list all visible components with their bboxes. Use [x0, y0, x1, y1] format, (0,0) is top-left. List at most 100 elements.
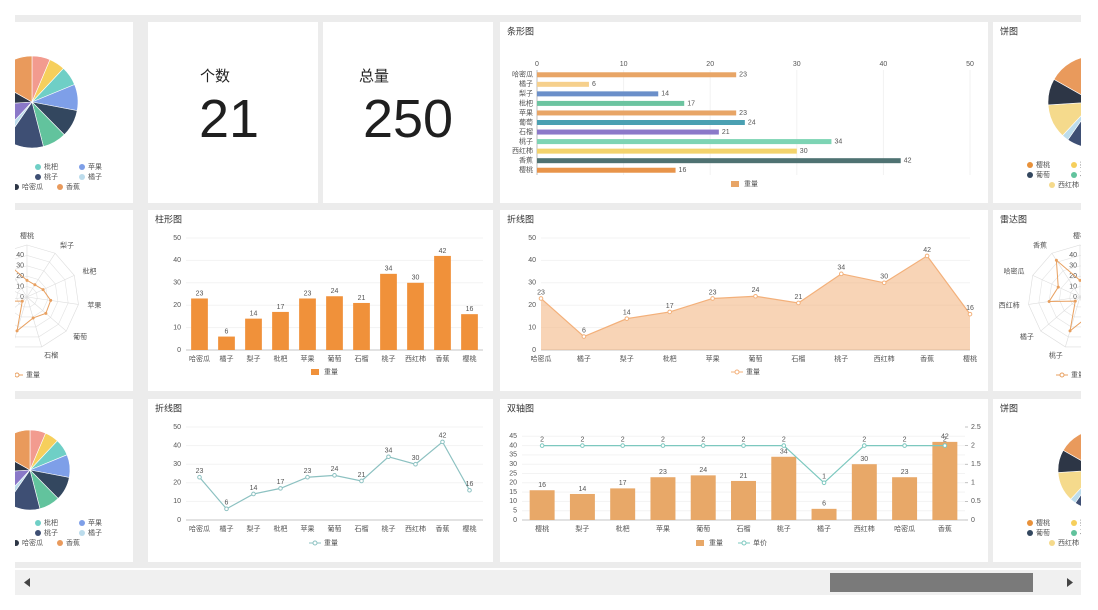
legend-swatch [57, 184, 63, 190]
radar-spoke [15, 277, 28, 298]
scroll-left[interactable] [24, 578, 30, 587]
legend-swatch [741, 540, 747, 546]
scroll-thumb[interactable] [830, 573, 1033, 592]
data-label: 23 [304, 290, 312, 297]
y-tick-label: 石榴 [519, 127, 533, 136]
data-label: 23 [304, 468, 312, 475]
data-label: 23 [739, 110, 747, 117]
point [386, 454, 391, 460]
radar-point [44, 311, 48, 315]
legend-label: 重量 [1071, 371, 1081, 379]
y-tick-label: 10 [173, 324, 181, 331]
data-label: 2 [661, 436, 665, 443]
data-label: 23 [739, 72, 747, 79]
legend-label: 西红柿 [1058, 538, 1079, 547]
data-label: 2 [782, 436, 786, 443]
y-tick-label: 50 [173, 424, 181, 431]
bar [811, 508, 837, 520]
legend-swatch [1071, 530, 1077, 536]
legend-label: 葡萄 [1036, 528, 1050, 537]
legend-swatch [1027, 520, 1033, 526]
point [467, 487, 472, 493]
legend-swatch [1027, 162, 1033, 168]
x-tick-label: 20 [706, 61, 714, 68]
x-tick-label: 西红柿 [854, 524, 875, 533]
radar-tick-label: 0 [1073, 294, 1077, 301]
radar-line [15, 269, 52, 333]
bar [353, 302, 370, 350]
x-tick-label: 50 [966, 61, 974, 68]
bar [650, 477, 676, 520]
bar [218, 336, 235, 350]
legend-swatch [1059, 372, 1065, 378]
x-tick-label: 梨子 [247, 524, 261, 533]
legend-swatch [15, 540, 19, 546]
radar-point [41, 288, 45, 292]
radar-axis-label: 苹果 [87, 301, 101, 310]
y-tick-label: 30 [509, 461, 517, 468]
pie-slice [15, 101, 33, 121]
kpi-value: 21 [198, 89, 260, 149]
y-tick-label: 0 [177, 517, 181, 524]
data-label: 42 [439, 248, 447, 255]
legend-label: 樱桃 [1036, 518, 1050, 527]
radar-line [1048, 259, 1081, 333]
point [305, 474, 310, 480]
radar-tick-label: 40 [16, 252, 24, 259]
radar-ring [1069, 286, 1081, 308]
legend-label: 石榴 [1080, 170, 1081, 179]
point [881, 280, 887, 286]
data-label: 30 [800, 148, 808, 155]
data-label: 14 [623, 309, 631, 316]
legend-swatch [731, 181, 739, 187]
y2-tick-label: 2 [971, 442, 975, 449]
legend-label: 重量 [709, 539, 723, 547]
data-label: 1 [822, 474, 826, 481]
scroll-right[interactable] [1067, 578, 1073, 587]
legend-swatch [35, 174, 41, 180]
x-tick-label: 樱桃 [463, 354, 477, 363]
data-label: 16 [466, 481, 474, 488]
x-tick-label: 枇杷 [616, 524, 630, 533]
y-tick-label: 樱桃 [519, 165, 533, 174]
panel: 折线图 0 10 20 30 40 50 哈密瓜 橘子 梨子 枇杷 苹果 葡萄 石榴 桃子 西红柿 香蕉 樱桃 23… [148, 399, 493, 562]
panel: 折线图 0 10 20 30 40 50 哈密瓜 橘子 梨子 枇杷 苹果 葡萄 石榴 桃子 西红柿 香蕉 樱桃 23… [500, 210, 988, 391]
bar [272, 311, 289, 350]
legend-label: 桃子 [44, 528, 58, 537]
point [796, 300, 801, 306]
point [700, 443, 706, 448]
y-tick-label: 50 [528, 235, 536, 242]
data-label: 23 [901, 469, 909, 476]
legend-swatch [79, 530, 85, 536]
y-tick-label: 10 [509, 498, 517, 505]
radar-axis-label: 橘子 [1020, 332, 1034, 341]
legend-label: 苹果 [88, 162, 102, 171]
data-label: 2 [621, 436, 625, 443]
data-label: 2 [742, 436, 746, 443]
point [862, 443, 867, 448]
x-tick-label: 西红柿 [405, 354, 426, 363]
y-tick-label: 5 [513, 508, 517, 515]
y-tick-label: 40 [173, 257, 181, 264]
x-tick-label: 桃子 [777, 524, 791, 533]
radar-spoke [26, 253, 56, 298]
scrollbar[interactable] [15, 570, 1081, 595]
x-tick-label: 苹果 [706, 354, 720, 363]
data-label: 21 [795, 294, 803, 301]
y-tick-label: 桃子 [519, 136, 533, 145]
x-tick-label: 樱桃 [463, 524, 477, 533]
radar-spoke [26, 296, 79, 305]
data-label: 23 [196, 468, 204, 475]
bar [892, 477, 918, 520]
legend-label: 橘子 [88, 528, 102, 537]
x-tick-label: 枇杷 [274, 524, 288, 533]
data-label: 24 [331, 288, 339, 295]
data-label: 17 [619, 480, 627, 487]
radar-tick-label: 40 [1069, 252, 1077, 259]
data-label: 17 [687, 100, 695, 107]
data-label: 16 [538, 482, 546, 489]
radar-ring [1028, 244, 1081, 348]
legend-swatch [35, 520, 41, 526]
